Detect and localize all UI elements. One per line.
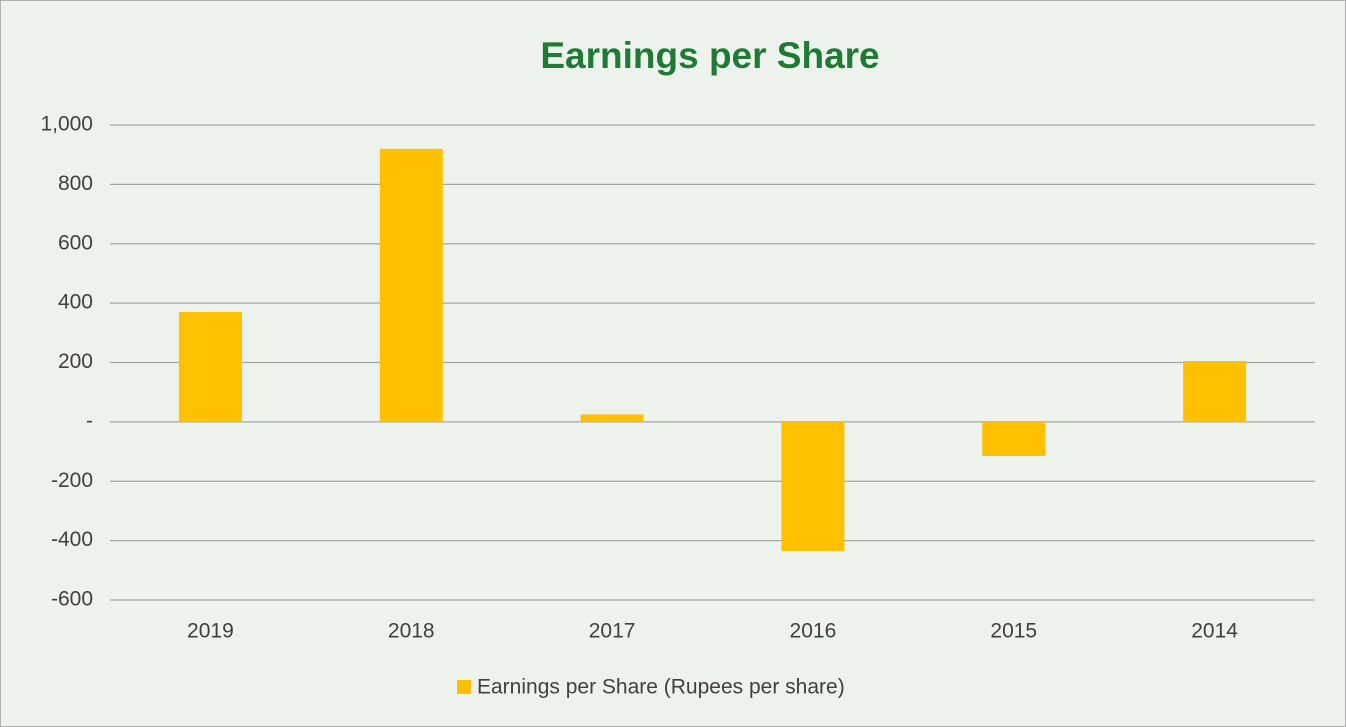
bar <box>178 312 242 422</box>
y-tick-label: 200 <box>58 350 93 373</box>
chart-title: Earnings per Share <box>540 35 879 76</box>
bar <box>781 421 845 552</box>
y-tick-label: -200 <box>51 469 93 492</box>
y-tick-label: 400 <box>58 291 93 314</box>
y-tick-label: -400 <box>51 528 93 551</box>
y-tick-label: 1,000 <box>40 113 93 136</box>
x-tick-label: 2015 <box>990 620 1037 643</box>
y-tick-label: -600 <box>51 588 93 611</box>
y-tick-label: 800 <box>58 172 93 195</box>
bar <box>580 414 644 422</box>
bar <box>982 421 1046 457</box>
y-tick-label: 600 <box>58 231 93 254</box>
bar <box>379 148 443 422</box>
x-tick-label: 2019 <box>187 620 234 643</box>
legend-swatch <box>457 680 471 694</box>
x-tick-label: 2014 <box>1191 620 1238 643</box>
bar <box>1183 361 1247 422</box>
x-tick-label: 2017 <box>589 620 636 643</box>
x-tick-label: 2018 <box>388 620 435 643</box>
legend-label: Earnings per Share (Rupees per share) <box>477 676 845 699</box>
y-tick-label: - <box>86 409 93 432</box>
x-tick-label: 2016 <box>790 620 837 643</box>
